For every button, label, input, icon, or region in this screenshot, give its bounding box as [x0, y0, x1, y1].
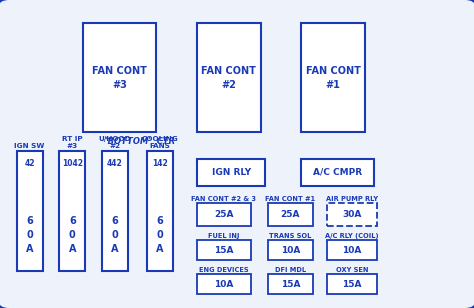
Bar	[197, 203, 251, 226]
Bar	[197, 159, 265, 186]
Bar	[268, 240, 313, 260]
Bar	[197, 274, 251, 294]
Bar	[197, 23, 261, 132]
Bar	[268, 203, 313, 226]
Text: 30A: 30A	[342, 210, 362, 219]
Text: IGN SW: IGN SW	[14, 144, 45, 149]
Text: 15A: 15A	[342, 280, 362, 289]
Text: 6
0
A: 6 0 A	[111, 216, 118, 254]
Bar	[327, 274, 377, 294]
Text: 'BOTTOM'  CTR: 'BOTTOM' CTR	[105, 137, 175, 146]
Text: A/C CMPR: A/C CMPR	[313, 168, 362, 177]
Text: 142: 142	[152, 159, 168, 168]
Text: RT IP
#3: RT IP #3	[62, 136, 82, 149]
Text: 10A: 10A	[342, 246, 362, 255]
Text: IGN RLY: IGN RLY	[211, 168, 251, 177]
Text: 25A: 25A	[281, 210, 300, 219]
Text: 6
0
A: 6 0 A	[156, 216, 164, 254]
Bar	[268, 274, 313, 294]
Text: COOLING
FANS: COOLING FANS	[142, 136, 178, 149]
Text: 15A: 15A	[214, 246, 234, 255]
Bar	[301, 159, 374, 186]
Text: U/HOOD
#2: U/HOOD #2	[99, 136, 131, 149]
Text: DFI MDL: DFI MDL	[275, 267, 306, 273]
Bar	[197, 240, 251, 260]
Bar	[17, 151, 43, 271]
Bar	[327, 203, 377, 226]
Bar	[301, 23, 365, 132]
Text: FAN CONT #1: FAN CONT #1	[265, 196, 315, 202]
Bar	[83, 23, 156, 132]
Bar	[102, 151, 128, 271]
Text: 1042: 1042	[62, 159, 83, 168]
Text: 6
0
A: 6 0 A	[26, 216, 33, 254]
Text: OXY SEN: OXY SEN	[336, 267, 368, 273]
Text: A/C RLY (COIL): A/C RLY (COIL)	[325, 233, 379, 239]
Text: 6
0
A: 6 0 A	[69, 216, 76, 254]
Text: 42: 42	[24, 159, 35, 168]
Bar	[147, 151, 173, 271]
Text: FAN CONT
#3: FAN CONT #3	[92, 66, 147, 90]
Text: TRANS SOL: TRANS SOL	[269, 233, 311, 239]
Text: AIR PUMP RLY: AIR PUMP RLY	[326, 196, 378, 202]
Text: 10A: 10A	[281, 246, 300, 255]
Text: FAN CONT
#2: FAN CONT #2	[201, 66, 256, 90]
Text: 25A: 25A	[214, 210, 234, 219]
Text: 15A: 15A	[281, 280, 300, 289]
Text: FAN CONT #2 & 3: FAN CONT #2 & 3	[191, 196, 256, 202]
Bar	[327, 240, 377, 260]
Bar	[59, 151, 85, 271]
Text: 10A: 10A	[214, 280, 234, 289]
Text: FAN CONT
#1: FAN CONT #1	[306, 66, 360, 90]
Text: FUEL INJ: FUEL INJ	[208, 233, 240, 239]
Text: ENG DEVICES: ENG DEVICES	[199, 267, 249, 273]
Text: 442: 442	[107, 159, 123, 168]
